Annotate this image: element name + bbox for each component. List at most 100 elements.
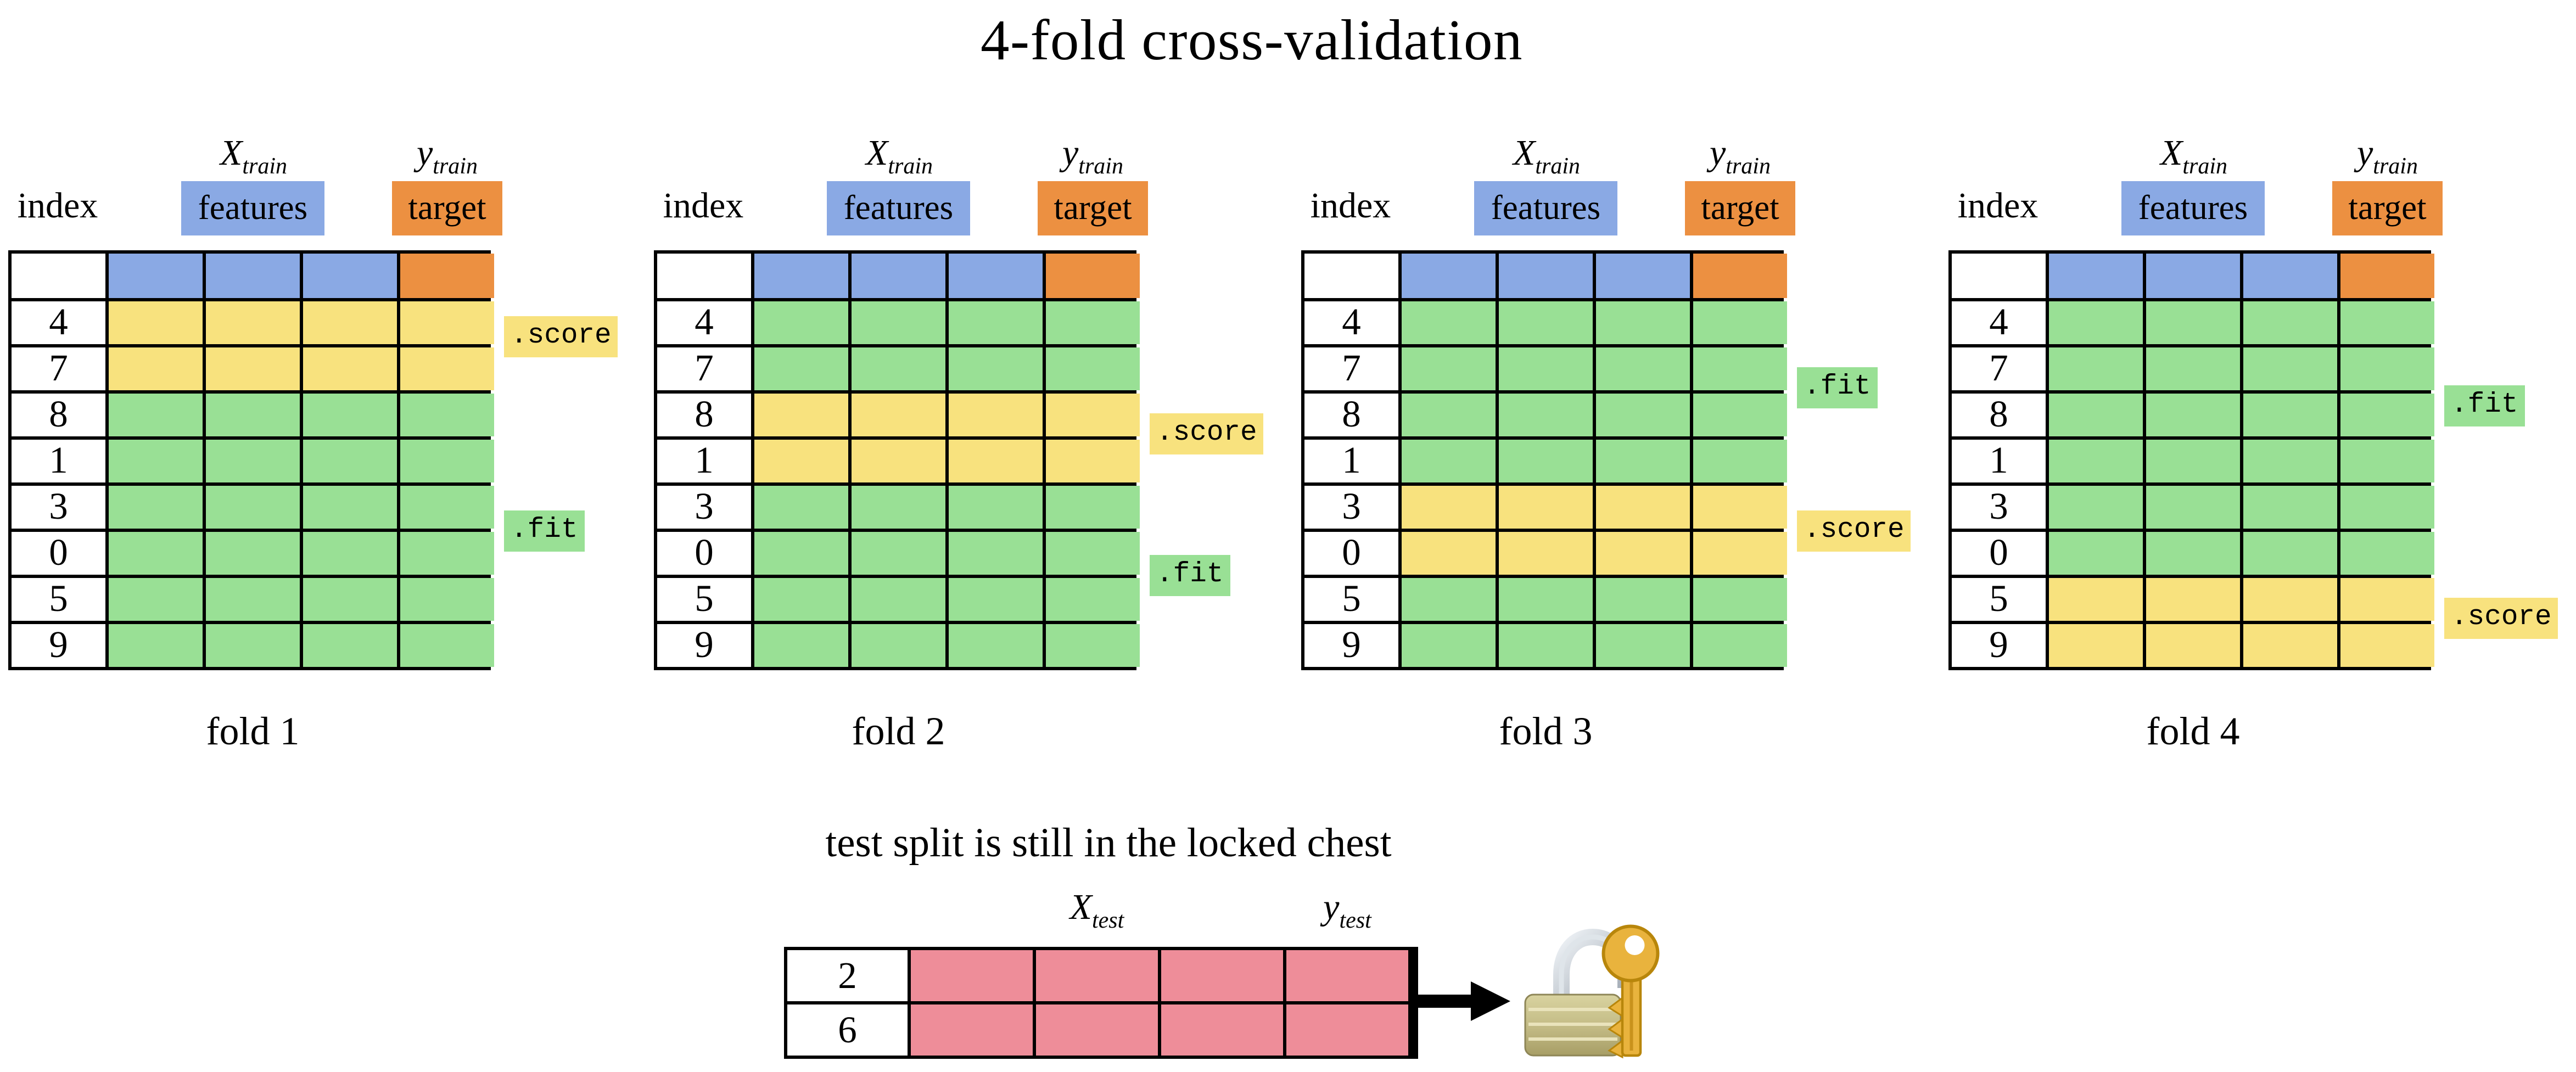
fit-cell [1046,347,1140,390]
header-feature-cell [2146,254,2240,298]
fit-cell [1499,347,1593,390]
header-index-cell [1952,254,2046,298]
fit-cell [1693,394,1787,436]
header-index-cell [657,254,751,298]
y-train-label: ytrain [1660,132,1820,182]
header-index-cell [1304,254,1398,298]
row-index-cell: 8 [1952,394,2046,436]
y-train-subscript: train [433,155,478,181]
row-index-cell: 3 [657,486,751,529]
features-chip: features [827,181,970,235]
test-cell [911,950,1033,1001]
row-index-cell: 5 [657,578,751,621]
fit-cell [754,301,848,344]
target-chip: target [1038,181,1148,235]
fit-cell [1693,624,1787,667]
header-feature-cell [2049,254,2143,298]
fit-cell [109,440,203,482]
fit-cell [303,624,397,667]
row-index-cell: 5 [1304,578,1398,621]
index-column-label: index [1957,184,2039,226]
fit-cell [1499,578,1593,621]
row-index-cell: 4 [12,301,105,344]
x-train-subscript: train [2182,155,2228,181]
x-train-base: X [2160,132,2183,173]
fit-cell [1596,301,1690,344]
header-target-cell [400,254,494,298]
header-feature-cell [754,254,848,298]
header-target-cell [2340,254,2434,298]
test-cell [911,1004,1033,1056]
features-chip: features [2121,181,2265,235]
x-train-base: X [1513,132,1536,173]
fit-cell [206,486,300,529]
fit-cell [852,624,945,667]
fit-cell [2243,301,2337,344]
fit-cell [2049,394,2143,436]
test-cell [1286,1004,1408,1056]
row-index-cell: 9 [12,624,105,667]
fit-cell [2340,486,2434,529]
fit-cell [2146,532,2240,575]
header-feature-cell [852,254,945,298]
test-cell [1036,1004,1158,1056]
padlock-key-icon [1512,906,1670,1064]
y-train-label: ytrain [2308,132,2467,182]
fit-cell [1596,394,1690,436]
score-cell [2340,624,2434,667]
index-column-label: index [17,184,98,226]
fit-cell [2049,486,2143,529]
score-cell [1693,532,1787,575]
fold-caption: fold 1 [206,711,300,754]
score-cell [1046,394,1140,436]
score-cell [949,440,1043,482]
fit-cell [2146,486,2240,529]
x-train-base: X [220,132,243,173]
row-index-cell: 8 [12,394,105,436]
index-column-label: index [663,184,744,226]
fit-cell [2243,486,2337,529]
y-test-label: ytest [1248,886,1446,936]
fit-tag: .fit [1797,367,1878,409]
fit-cell [303,394,397,436]
fit-cell [206,394,300,436]
fit-cell [1499,394,1593,436]
score-cell [852,394,945,436]
row-index-cell: 3 [1952,486,2046,529]
target-chip: target [1685,181,1795,235]
fit-cell [852,578,945,621]
fit-cell [949,578,1043,621]
x-train-base: X [865,132,888,173]
fit-cell [852,532,945,575]
row-index-cell: 0 [1304,532,1398,575]
score-cell [852,440,945,482]
fit-cell [1402,624,1496,667]
score-cell [1499,486,1593,529]
fit-cell [1693,347,1787,390]
test-row-index-cell: 6 [787,1004,908,1056]
fit-cell [109,394,203,436]
fit-cell [1402,301,1496,344]
row-index-cell: 8 [1304,394,1398,436]
y-train-base: y [1062,132,1079,173]
x-train-label: Xtrain [109,132,399,182]
row-index-cell: 8 [657,394,751,436]
row-index-cell: 0 [1952,532,2046,575]
score-cell [400,301,494,344]
row-index-cell: 1 [657,440,751,482]
fit-cell [1046,532,1140,575]
fit-cell [1046,301,1140,344]
test-cell [1036,950,1158,1001]
fold-panel-3: index Xtrain features ytrain target 4 7 8 1 3 0 5 9.… [1301,0,1911,856]
fit-cell [2243,394,2337,436]
fit-cell [1693,440,1787,482]
fit-cell [2146,301,2240,344]
y-train-label: ytrain [367,132,527,182]
row-index-cell: 4 [1952,301,2046,344]
test-row-index-cell: 2 [787,950,908,1001]
y-train-label: ytrain [1013,132,1173,182]
row-index-cell: 0 [12,532,105,575]
fit-cell [1046,624,1140,667]
